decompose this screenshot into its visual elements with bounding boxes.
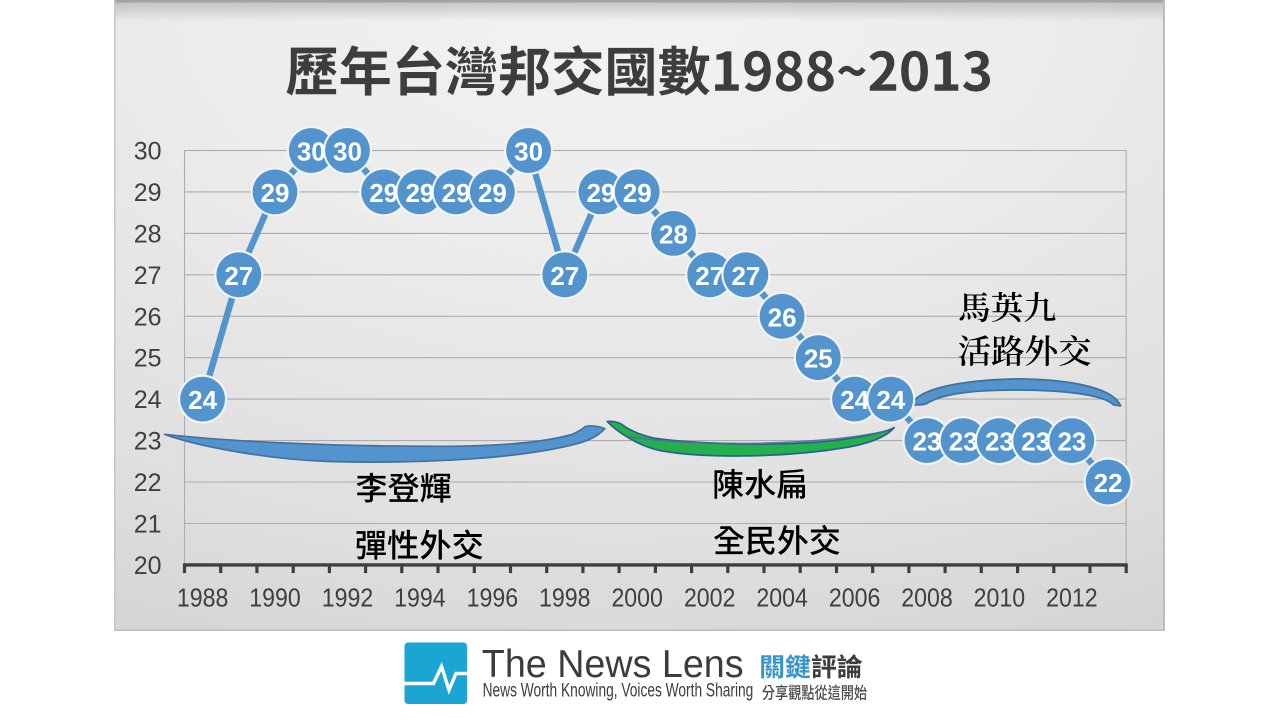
svg-text:1988: 1988	[177, 585, 229, 613]
svg-text:24: 24	[840, 385, 869, 415]
svg-text:22: 22	[1094, 468, 1123, 498]
svg-text:30: 30	[333, 137, 362, 167]
svg-text:The News Lens: The News Lens	[482, 643, 744, 686]
svg-text:28: 28	[134, 220, 162, 248]
svg-text:2008: 2008	[901, 585, 953, 613]
svg-text:24: 24	[188, 385, 217, 415]
svg-text:25: 25	[804, 344, 833, 374]
svg-text:21: 21	[134, 511, 162, 539]
svg-text:23: 23	[134, 428, 162, 456]
svg-text:News Worth Knowing, Voices Wor: News Worth Knowing, Voices Worth Sharing	[483, 680, 754, 702]
svg-text:2000: 2000	[611, 585, 663, 613]
svg-text:29: 29	[442, 178, 471, 208]
svg-text:1994: 1994	[394, 585, 446, 613]
svg-text:23: 23	[949, 427, 978, 457]
svg-text:22: 22	[134, 469, 162, 497]
svg-text:2002: 2002	[684, 585, 736, 613]
svg-text:30: 30	[514, 137, 543, 167]
svg-text:24: 24	[134, 386, 162, 414]
svg-text:2004: 2004	[756, 585, 808, 613]
svg-text:23: 23	[1057, 427, 1086, 457]
svg-text:2006: 2006	[829, 585, 881, 613]
svg-text:29: 29	[587, 178, 616, 208]
svg-text:26: 26	[768, 302, 797, 332]
svg-text:1990: 1990	[249, 585, 301, 613]
svg-text:29: 29	[478, 178, 507, 208]
svg-text:27: 27	[224, 261, 253, 291]
svg-text:27: 27	[134, 262, 162, 290]
svg-text:2012: 2012	[1046, 585, 1098, 613]
svg-text:23: 23	[913, 427, 942, 457]
svg-text:25: 25	[134, 345, 162, 373]
svg-text:29: 29	[261, 178, 290, 208]
svg-text:1998: 1998	[539, 585, 591, 613]
svg-text:24: 24	[876, 385, 905, 415]
svg-text:27: 27	[695, 261, 724, 291]
svg-text:1992: 1992	[322, 585, 374, 613]
svg-text:27: 27	[731, 261, 760, 291]
svg-text:26: 26	[134, 303, 162, 331]
svg-text:23: 23	[985, 427, 1014, 457]
svg-text:29: 29	[623, 178, 652, 208]
svg-text:20: 20	[134, 552, 162, 580]
svg-text:29: 29	[134, 179, 162, 207]
svg-text:23: 23	[1021, 427, 1050, 457]
svg-text:1996: 1996	[467, 585, 519, 613]
svg-text:2010: 2010	[974, 585, 1026, 613]
svg-text:27: 27	[550, 261, 579, 291]
svg-text:29: 29	[369, 178, 398, 208]
svg-text:30: 30	[134, 138, 162, 166]
svg-text:29: 29	[405, 178, 434, 208]
svg-text:30: 30	[297, 137, 326, 167]
svg-text:28: 28	[659, 219, 688, 249]
